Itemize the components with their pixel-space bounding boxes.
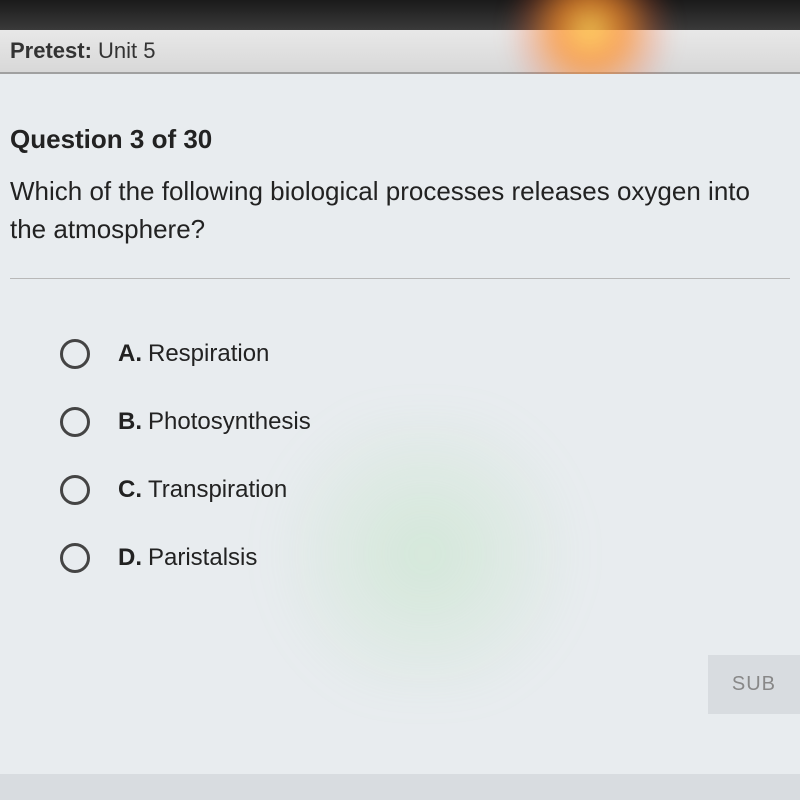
option-text: Transpiration: [148, 476, 287, 503]
option-letter: B.: [118, 408, 142, 435]
option-text: Photosynthesis: [148, 408, 311, 435]
radio-icon: [60, 543, 90, 573]
top-shadow: [0, 0, 800, 30]
option-b[interactable]: B.Photosynthesis: [60, 407, 790, 437]
submit-button[interactable]: SUB: [708, 655, 800, 714]
question-number: Question 3 of 30: [10, 124, 790, 155]
question-text: Which of the following biological proces…: [10, 173, 790, 248]
option-text: Respiration: [148, 340, 269, 367]
options-group: A.Respiration B.Photosynthesis C.Transpi…: [10, 339, 790, 573]
radio-icon: [60, 407, 90, 437]
option-c[interactable]: C.Transpiration: [60, 475, 790, 505]
radio-icon: [60, 475, 90, 505]
option-label: A.Respiration: [118, 340, 269, 368]
option-label: B.Photosynthesis: [118, 408, 311, 436]
option-a[interactable]: A.Respiration: [60, 339, 790, 369]
header-unit: Unit 5: [98, 38, 155, 63]
option-letter: D.: [118, 544, 142, 571]
option-text: Paristalsis: [148, 544, 257, 571]
content-area: Question 3 of 30 Which of the following …: [0, 74, 800, 774]
option-label: D.Paristalsis: [118, 544, 257, 572]
header-bar: Pretest: Unit 5: [0, 30, 800, 74]
option-letter: C.: [118, 476, 142, 503]
option-d[interactable]: D.Paristalsis: [60, 543, 790, 573]
option-label: C.Transpiration: [118, 476, 287, 504]
radio-icon: [60, 339, 90, 369]
header-prefix: Pretest:: [10, 38, 92, 63]
option-letter: A.: [118, 340, 142, 367]
divider: [10, 278, 790, 279]
